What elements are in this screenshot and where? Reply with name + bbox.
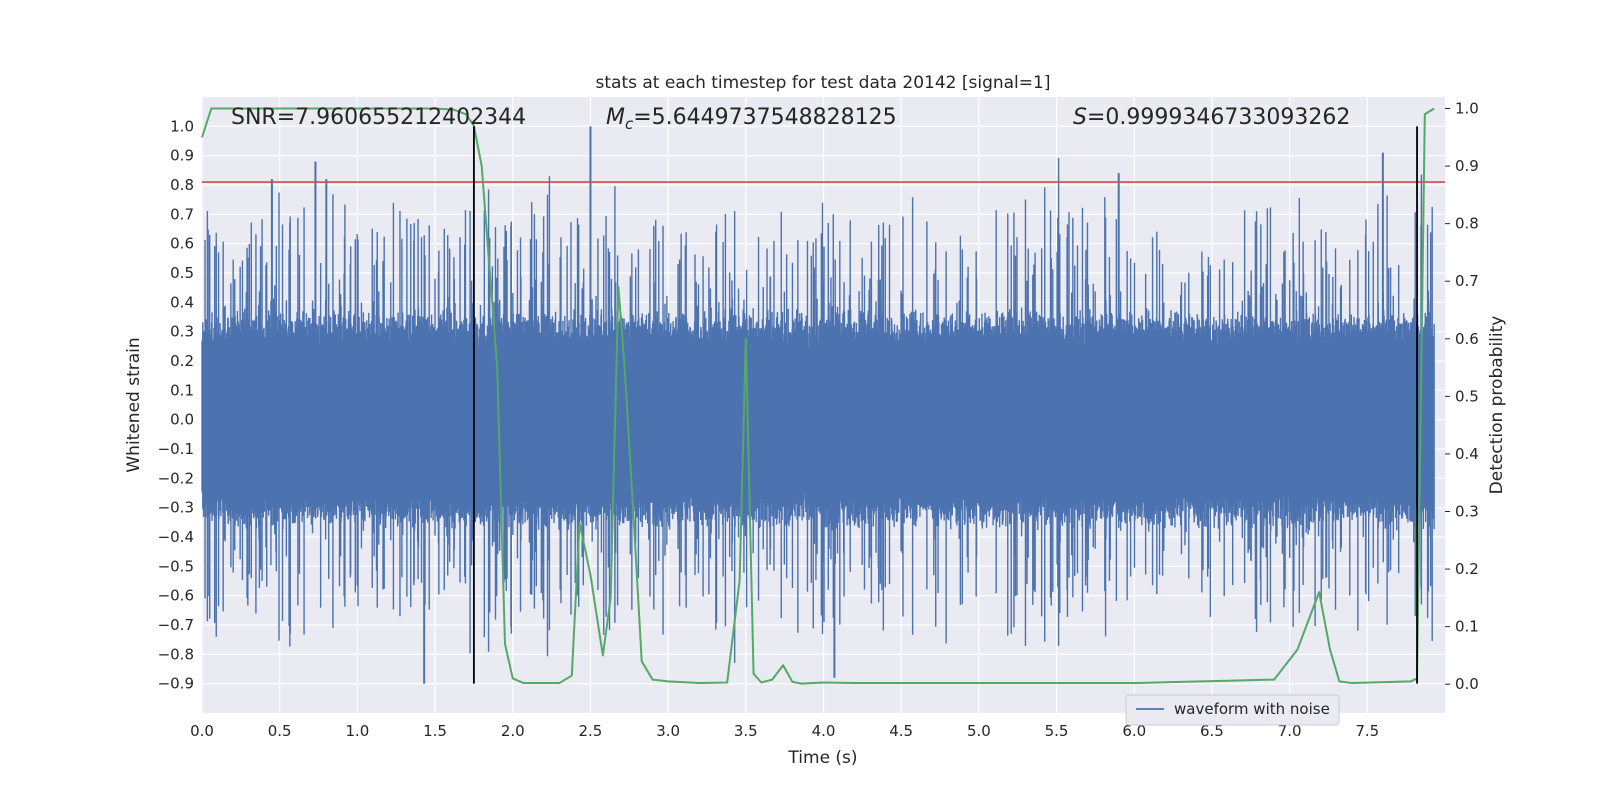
x-tick-label-9: 4.5	[889, 722, 913, 740]
x-tick-label-12: 6.0	[1122, 722, 1146, 740]
chirp-mass-symbol: M	[606, 105, 625, 130]
detection-probability-line	[201, 107, 1435, 685]
x-tick-label-8: 4.0	[812, 722, 836, 740]
s-symbol: S	[1073, 105, 1087, 130]
vertical-markers	[473, 126, 1418, 684]
y-right-tick-label-2: 0.8	[1455, 215, 1479, 233]
x-axis-label: Time (s)	[787, 748, 857, 768]
y-right-tick-label-8: 0.2	[1455, 560, 1479, 578]
chirp-mass-value: =5.6449737548828125	[633, 105, 896, 130]
y-left-tick-label-14: −0.4	[158, 528, 194, 546]
y-right-tick-label-0: 1.0	[1455, 100, 1479, 118]
y-left-tick-label-0: 1.0	[170, 117, 194, 135]
y-right-tick-label-6: 0.4	[1455, 445, 1479, 463]
y-right-tick-label-10: 0.0	[1455, 675, 1479, 693]
y-right-tick-label-9: 0.1	[1455, 618, 1479, 636]
x-tick-label-2: 1.0	[345, 722, 369, 740]
y-right-tick-label-4: 0.6	[1455, 330, 1479, 348]
y-left-tick-label-1: 0.9	[170, 147, 194, 165]
chart-title: stats at each timestep for test data 201…	[596, 73, 1051, 93]
x-tick-label-4: 2.0	[501, 722, 525, 740]
x-tick-label-11: 5.5	[1045, 722, 1069, 740]
y-left-tick-label-17: −0.7	[158, 616, 194, 634]
chirp-mass-subscript: c	[625, 115, 634, 133]
s-annotation: S=0.9999346733093262	[1073, 105, 1350, 130]
y-left-tick-label-6: 0.4	[170, 293, 194, 311]
s-value: =0.9999346733093262	[1087, 105, 1350, 130]
legend: waveform with noise	[1125, 694, 1340, 726]
y-axis-label-right: Detection probability	[1487, 316, 1507, 495]
x-tick-label-0: 0.0	[190, 722, 214, 740]
y-axis-label-left: Whitened strain	[124, 337, 144, 472]
y-left-tick-label-5: 0.5	[170, 264, 194, 282]
chirp-mass-annotation: Mc=5.6449737548828125	[606, 105, 897, 133]
x-tick-label-6: 3.0	[656, 722, 680, 740]
x-tick-label-13: 6.5	[1200, 722, 1224, 740]
snr-annotation: SNR=7.960655212402344	[231, 105, 526, 130]
y-left-tick-label-9: 0.1	[170, 381, 194, 399]
x-tick-label-1: 0.5	[268, 722, 292, 740]
y-left-tick-label-16: −0.6	[158, 587, 194, 605]
y-left-tick-label-8: 0.2	[170, 352, 194, 370]
y-left-tick-label-10: 0.0	[170, 411, 194, 429]
y-left-tick-label-15: −0.5	[158, 557, 194, 575]
y-right-tick-label-7: 0.3	[1455, 503, 1479, 521]
y-left-tick-label-4: 0.6	[170, 235, 194, 253]
y-left-tick-label-2: 0.8	[170, 176, 194, 194]
x-tick-label-3: 1.5	[423, 722, 447, 740]
y-right-tick-label-3: 0.7	[1455, 272, 1479, 290]
x-ticks: 0.0 0.5 1.0 1.5 2.0 2.5 3.0 3.5 4.0 4.5 5.0 5.5 6.0 6…	[190, 722, 1379, 740]
y-right-tick-label-1: 0.9	[1455, 157, 1479, 175]
y-left-tick-label-18: −0.8	[158, 645, 194, 663]
y-right-ticks: 1.0 0.9 0.8 0.7 0.6 0.5 0.4 0.3 0.2 0.1 0.0	[1445, 100, 1479, 693]
x-tick-label-10: 5.0	[967, 722, 991, 740]
waveform-with-noise-series	[201, 126, 1435, 684]
y-right-tick-label-5: 0.5	[1455, 387, 1479, 405]
y-left-tick-label-13: −0.3	[158, 499, 194, 517]
x-tick-label-5: 2.5	[579, 722, 603, 740]
legend-box	[1125, 694, 1340, 726]
y-left-ticks: 1.0 0.9 0.8 0.7 0.6 0.5 0.4 0.3 0.2 0.1 0.0 −0.1 −0.…	[158, 117, 194, 692]
y-left-tick-label-3: 0.7	[170, 205, 194, 223]
y-left-tick-label-19: −0.9	[158, 675, 194, 693]
y-left-tick-label-11: −0.1	[158, 440, 194, 458]
y-left-tick-label-12: −0.2	[158, 469, 194, 487]
legend-label: waveform with noise	[1174, 700, 1330, 718]
x-tick-label-15: 7.5	[1355, 722, 1379, 740]
x-tick-label-7: 3.5	[734, 722, 758, 740]
x-tick-label-14: 7.0	[1278, 722, 1302, 740]
strain-trace	[201, 126, 1435, 684]
detection-probability-series	[201, 107, 1435, 685]
y-left-tick-label-7: 0.3	[170, 323, 194, 341]
